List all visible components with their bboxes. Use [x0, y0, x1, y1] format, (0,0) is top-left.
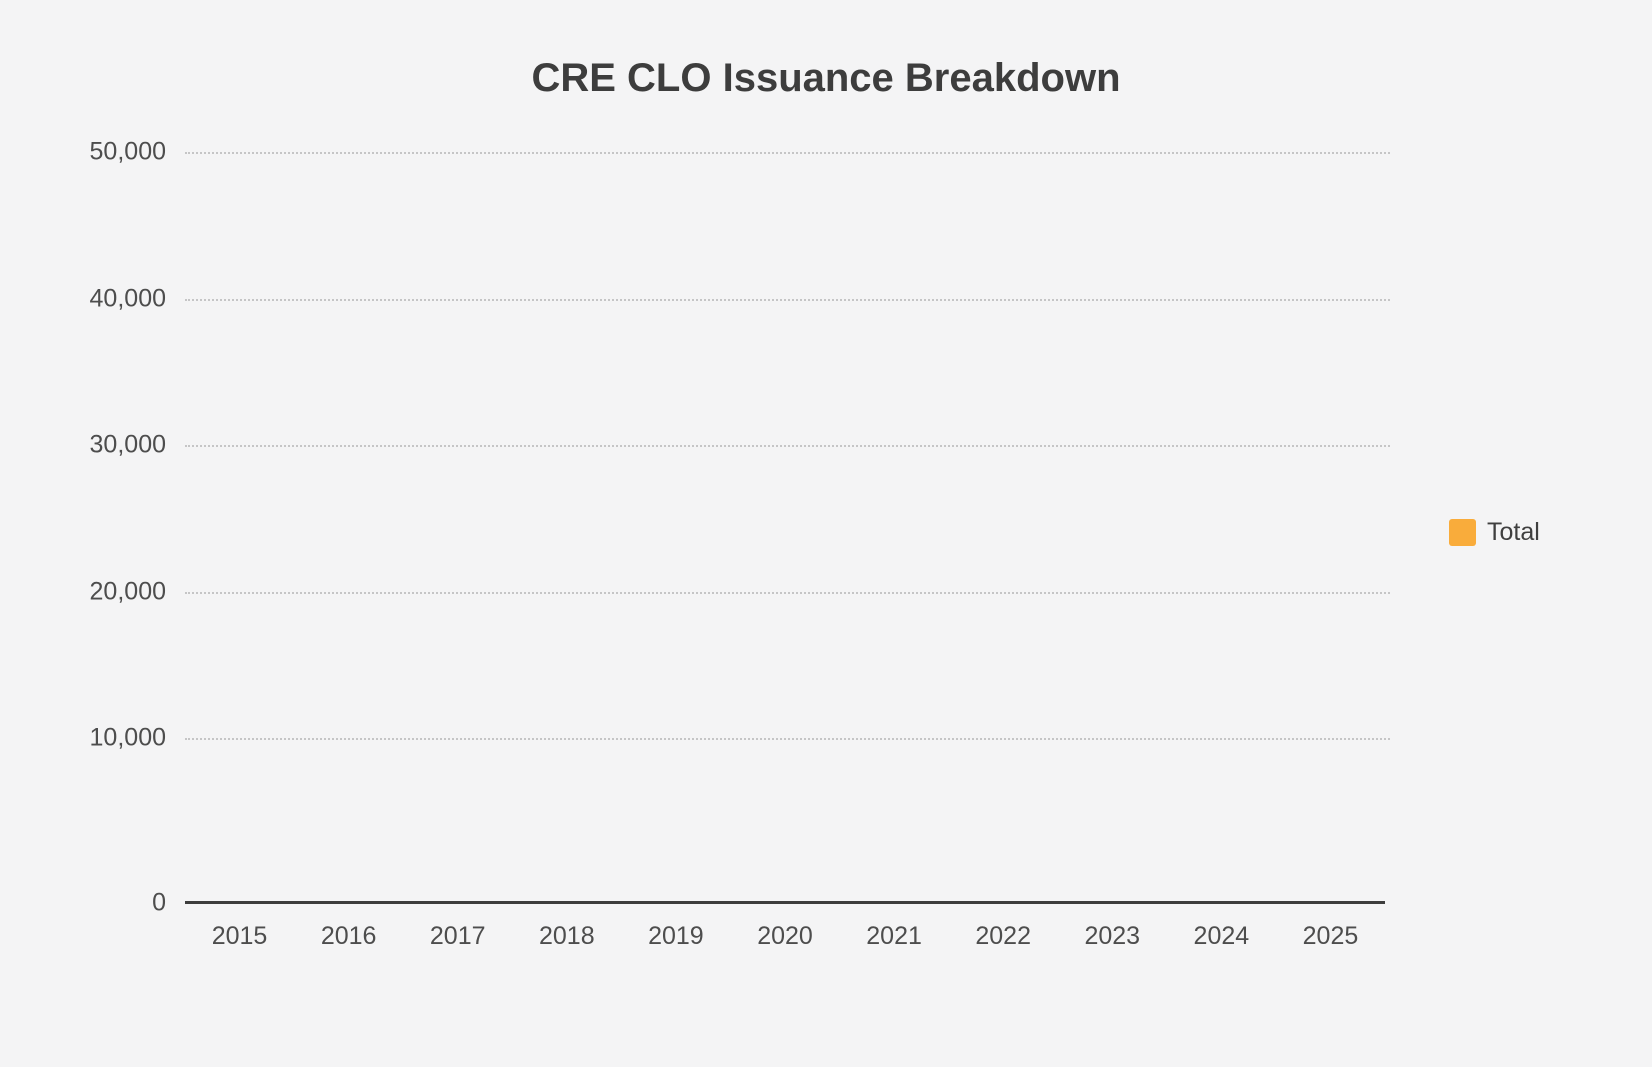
- y-axis-tick-label: 40,000: [89, 284, 166, 312]
- x-axis-tick-label: 2015: [211, 922, 268, 950]
- x-axis-tick-label: 2017: [429, 922, 486, 950]
- y-axis-tick-label: 30,000: [89, 430, 166, 459]
- gridline: [185, 298, 1390, 301]
- x-axis-tick-label: 2021: [866, 922, 922, 950]
- x-axis-tick-label: 2022: [975, 922, 1031, 950]
- gridline: [185, 152, 1390, 154]
- x-axis-tick-label: 2018: [539, 922, 595, 950]
- y-axis-tick-label: 20,000: [89, 577, 166, 605]
- legend: Total: [1449, 518, 1540, 547]
- x-axis-baseline: [185, 901, 1385, 904]
- x-axis-tick-label: 2020: [757, 922, 813, 950]
- x-axis-tick-label: 2025: [1302, 922, 1359, 950]
- legend-swatch-total: [1449, 519, 1476, 546]
- x-axis-tick-label: 2016: [320, 922, 377, 950]
- legend-label: Total: [1487, 518, 1540, 546]
- y-axis-tick-label: 0: [152, 888, 166, 917]
- x-axis-tick-label: 2024: [1193, 922, 1250, 950]
- gridline: [185, 445, 1390, 447]
- y-axis-tick-label: 50,000: [89, 137, 166, 166]
- x-axis-tick-label: 2023: [1084, 922, 1141, 950]
- gridline: [185, 738, 1390, 740]
- legend-item-total[interactable]: Total: [1449, 518, 1540, 547]
- x-axis-tick-label: 2019: [648, 922, 704, 950]
- gridline: [185, 591, 1390, 594]
- chart-title: CRE CLO Issuance Breakdown: [531, 56, 1121, 100]
- y-axis-tick-label: 10,000: [89, 723, 166, 752]
